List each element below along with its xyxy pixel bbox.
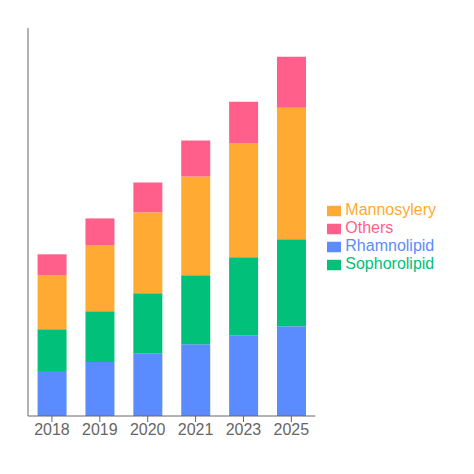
html-text:Sophorolipid: Sophorolipid [345,255,435,272]
html-text:Others: Others [345,219,394,236]
svg-text:2018: 2018 [34,421,70,438]
svg-text:2023: 2023 [226,421,262,438]
svg-text:2021: 2021 [178,421,214,438]
svg-text:2019: 2019 [82,421,118,438]
html-text:Mannosylery: Mannosylery [345,201,436,218]
svg-text:2020: 2020 [130,421,166,438]
svg-text:2025: 2025 [274,421,310,438]
html-text:Rhamnolipid: Rhamnolipid [345,237,435,254]
